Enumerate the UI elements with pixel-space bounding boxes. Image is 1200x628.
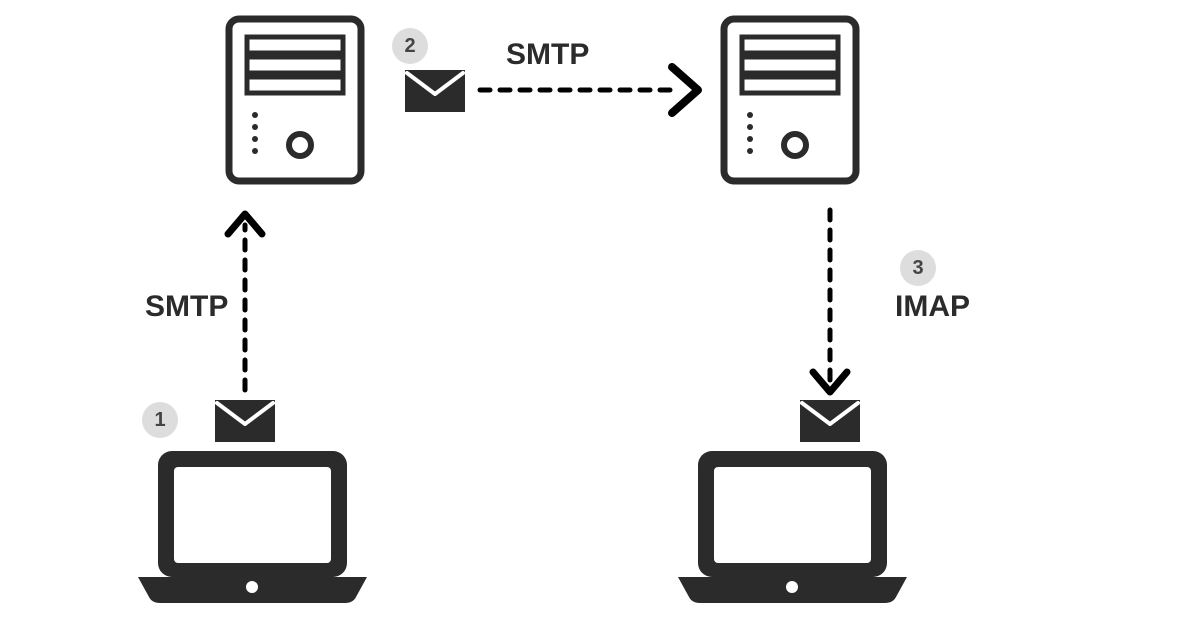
step-badge-3: 3 (900, 250, 936, 286)
arrow-step1 (228, 214, 262, 390)
protocol-label-3: IMAP (895, 290, 970, 324)
protocol-label-1: SMTP (145, 290, 228, 324)
arrow-step2 (480, 67, 698, 113)
step-badge-2: 2 (392, 28, 428, 64)
arrow-step3 (813, 210, 847, 392)
protocol-label-2: SMTP (506, 38, 589, 72)
step-badge-1: 1 (142, 402, 178, 438)
